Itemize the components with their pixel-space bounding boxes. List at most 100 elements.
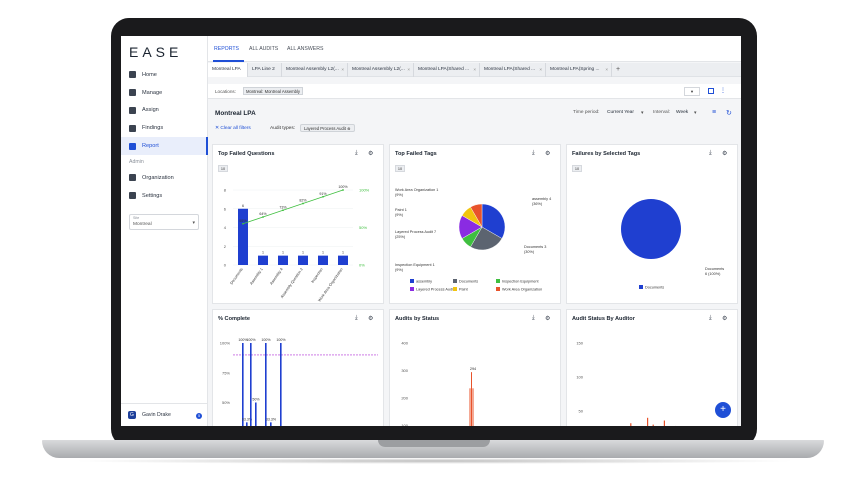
tab-reports[interactable]: REPORTS	[214, 46, 239, 52]
bar	[250, 343, 252, 426]
bar-value-label: 1	[262, 251, 264, 255]
audit-type-chip[interactable]: Layered Process Audit ⊗	[300, 124, 355, 132]
bar	[652, 424, 654, 426]
audits-by-status-chart: 0100200300400294	[401, 341, 476, 426]
bar	[246, 422, 248, 426]
sidebar-item-organization[interactable]: Organization	[121, 169, 208, 187]
top-failed-tags-chart: Work Area Organization 1(9%)Paint 1(9%)L…	[395, 188, 551, 292]
top-count-select[interactable]: 10	[395, 165, 405, 172]
top-count-select[interactable]: 10	[572, 165, 582, 172]
sidebar-item-label: Assign	[142, 107, 159, 114]
report-tab[interactable]: Montreal LPA(Spring ... ×	[546, 63, 612, 77]
site-select[interactable]: Site Montreal ▾	[129, 214, 199, 230]
gear-icon[interactable]: ⚙	[545, 151, 551, 157]
download-icon[interactable]: ⤓	[709, 150, 712, 156]
top-count-select[interactable]: 10	[218, 165, 228, 172]
sidebar-item-findings[interactable]: Findings	[121, 119, 208, 137]
organization-icon	[129, 174, 136, 182]
close-icon[interactable]: ×	[407, 67, 410, 72]
y-tick-label: 100	[401, 423, 408, 426]
tab-all-audits[interactable]: ALL AUDITS	[249, 46, 279, 52]
report-tab[interactable]: Montreal Assembly L2(... ×	[348, 63, 414, 77]
pct-complete-card: % Complete ⤓ ⚙ 0%25%50%75%100%100%33.3%1…	[212, 309, 384, 426]
sidebar-item-report[interactable]: Report	[121, 137, 208, 155]
bar-value-label: 33.3%	[266, 417, 277, 421]
clear-filters-link[interactable]: ✕ Clear all filters	[215, 126, 251, 131]
sidebar-item-manage[interactable]: Manage	[121, 84, 208, 102]
time-period-select[interactable]: Current Year	[607, 110, 634, 115]
bar-value-label: 1	[322, 251, 324, 255]
bar	[630, 423, 632, 426]
y-tick-label: 50%	[222, 400, 230, 405]
notification-badge[interactable]: 5	[196, 413, 202, 419]
sidebar: EASE Home Manage Assign Findings Report …	[121, 36, 208, 426]
more-vert-icon[interactable]: ⋮	[720, 88, 726, 94]
close-icon[interactable]: ×	[605, 67, 608, 72]
bar-value-label: 33.3%	[242, 417, 253, 421]
bar	[647, 417, 649, 426]
download-icon[interactable]: ⤓	[532, 315, 535, 321]
laptop-notch	[378, 440, 490, 447]
interval-select[interactable]: Week	[676, 110, 689, 115]
gear-icon[interactable]: ⚙	[368, 316, 374, 322]
pie-label: Work Area Organization 1	[395, 188, 438, 192]
close-icon[interactable]: ×	[473, 67, 476, 72]
y-tick-label: 100%	[220, 341, 231, 346]
report-tab[interactable]: Montreal Assembly L2(... ×	[282, 63, 348, 77]
report-tab[interactable]: Montreal LPA	[208, 63, 248, 77]
manage-icon	[129, 89, 136, 97]
sidebar-section-admin: Admin	[129, 158, 144, 165]
settings-icon	[129, 192, 136, 200]
close-icon[interactable]: ×	[539, 67, 542, 72]
download-icon[interactable]: ⤓	[355, 150, 358, 156]
site-select-label: Site	[133, 216, 140, 220]
y2-tick-label: 100%	[359, 188, 370, 193]
line-value-label: 64%	[259, 212, 267, 216]
fullscreen-icon[interactable]	[708, 88, 714, 94]
refresh-icon[interactable]: ↻	[726, 110, 732, 117]
line-point	[282, 209, 284, 212]
download-icon[interactable]: ⤓	[532, 150, 535, 156]
sidebar-item-settings[interactable]: Settings	[121, 187, 208, 205]
report-tab[interactable]: Montreal LPA(Shared ... ×	[414, 63, 480, 77]
failures-by-tags-card: Failures by Selected Tags ⤓ ⚙ 10 Documen…	[566, 144, 738, 304]
report-tab[interactable]: LPA Line 2	[248, 63, 282, 77]
bar	[265, 343, 267, 426]
pie-slice	[470, 203, 483, 228]
user-profile[interactable]: G Gavin Drake 5	[121, 403, 208, 426]
bar	[318, 255, 328, 265]
sidebar-item-home[interactable]: Home	[121, 66, 208, 84]
location-chip[interactable]: Montreal: Montreal Assembly	[243, 87, 303, 95]
legend-label: assembly	[416, 280, 432, 284]
tab-all-answers[interactable]: ALL ANSWERS	[287, 46, 324, 52]
bar	[472, 388, 474, 426]
bar	[280, 343, 282, 426]
location-dropdown[interactable]: ▾	[684, 87, 700, 96]
y-tick-label: 100	[576, 375, 583, 380]
app-logo: EASE	[129, 44, 183, 60]
bar-value-label: 294	[470, 367, 476, 371]
pie-label-value: (9%)	[395, 268, 404, 272]
gear-icon[interactable]: ⚙	[545, 316, 551, 322]
gear-icon[interactable]: ⚙	[368, 151, 374, 157]
download-icon[interactable]: ⤓	[355, 315, 358, 321]
clear-filters-label: Clear all filters	[220, 126, 251, 131]
y-tick-label: 150	[576, 341, 583, 346]
cumulative-line	[242, 189, 344, 225]
filter-icon[interactable]: ≡	[712, 109, 717, 116]
gear-icon[interactable]: ⚙	[722, 151, 728, 157]
legend-swatch	[410, 287, 414, 291]
bar-value-label: 100%	[246, 338, 256, 342]
add-fab-button[interactable]: +	[715, 402, 731, 418]
sidebar-item-assign[interactable]: Assign	[121, 102, 208, 120]
report-tab-bar: Montreal LPA LPA Line 2 Montreal Assembl…	[208, 63, 741, 77]
gear-icon[interactable]: ⚙	[722, 316, 728, 322]
report-tab-label: Montreal LPA(Shared ...	[418, 67, 470, 72]
download-icon[interactable]: ⤓	[709, 315, 712, 321]
line-value-label: 82%	[299, 199, 307, 203]
add-tab-button[interactable]: +	[616, 66, 621, 73]
close-icon[interactable]: ×	[341, 67, 344, 72]
report-header: Montreal LPA Time period: Current Year ▾…	[208, 100, 741, 132]
report-tab[interactable]: Montreal LPA(Shared ... ×	[480, 63, 546, 77]
bar-value-label: 100%	[261, 338, 271, 342]
